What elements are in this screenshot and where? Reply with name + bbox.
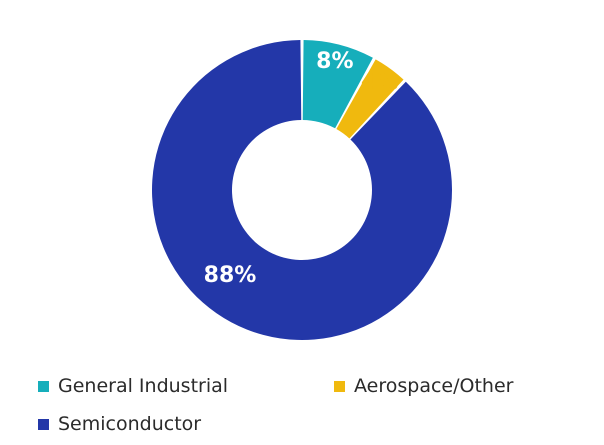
slice-semiconductor	[152, 40, 452, 341]
legend-swatch-general-industrial	[38, 380, 49, 392]
legend-label-aerospace-other: Aerospace/Other	[354, 375, 514, 397]
legend-item-general-industrial: General Industrial	[38, 375, 228, 397]
legend-label-semiconductor: Semiconductor	[58, 413, 202, 435]
donut-slice-labels: 8% 4% 88%	[204, 49, 399, 288]
data-label-general-industrial: 8%	[316, 49, 353, 74]
slice-aerospace-other	[336, 59, 404, 139]
donut-slices	[152, 40, 452, 341]
data-label-semiconductor: 88%	[204, 263, 257, 288]
legend-swatch-aerospace-other	[334, 380, 345, 392]
legend-swatch-semiconductor	[38, 418, 49, 430]
legend-item-semiconductor: Semiconductor	[38, 413, 201, 435]
donut-chart-svg: 8% 4% 88%	[152, 40, 452, 341]
slice-general-industrial	[302, 40, 373, 129]
data-label-aerospace-other: 4%	[361, 70, 398, 95]
legend-item-aerospace-other: Aerospace/Other	[334, 375, 513, 397]
legend-label-general-industrial: General Industrial	[58, 375, 229, 397]
